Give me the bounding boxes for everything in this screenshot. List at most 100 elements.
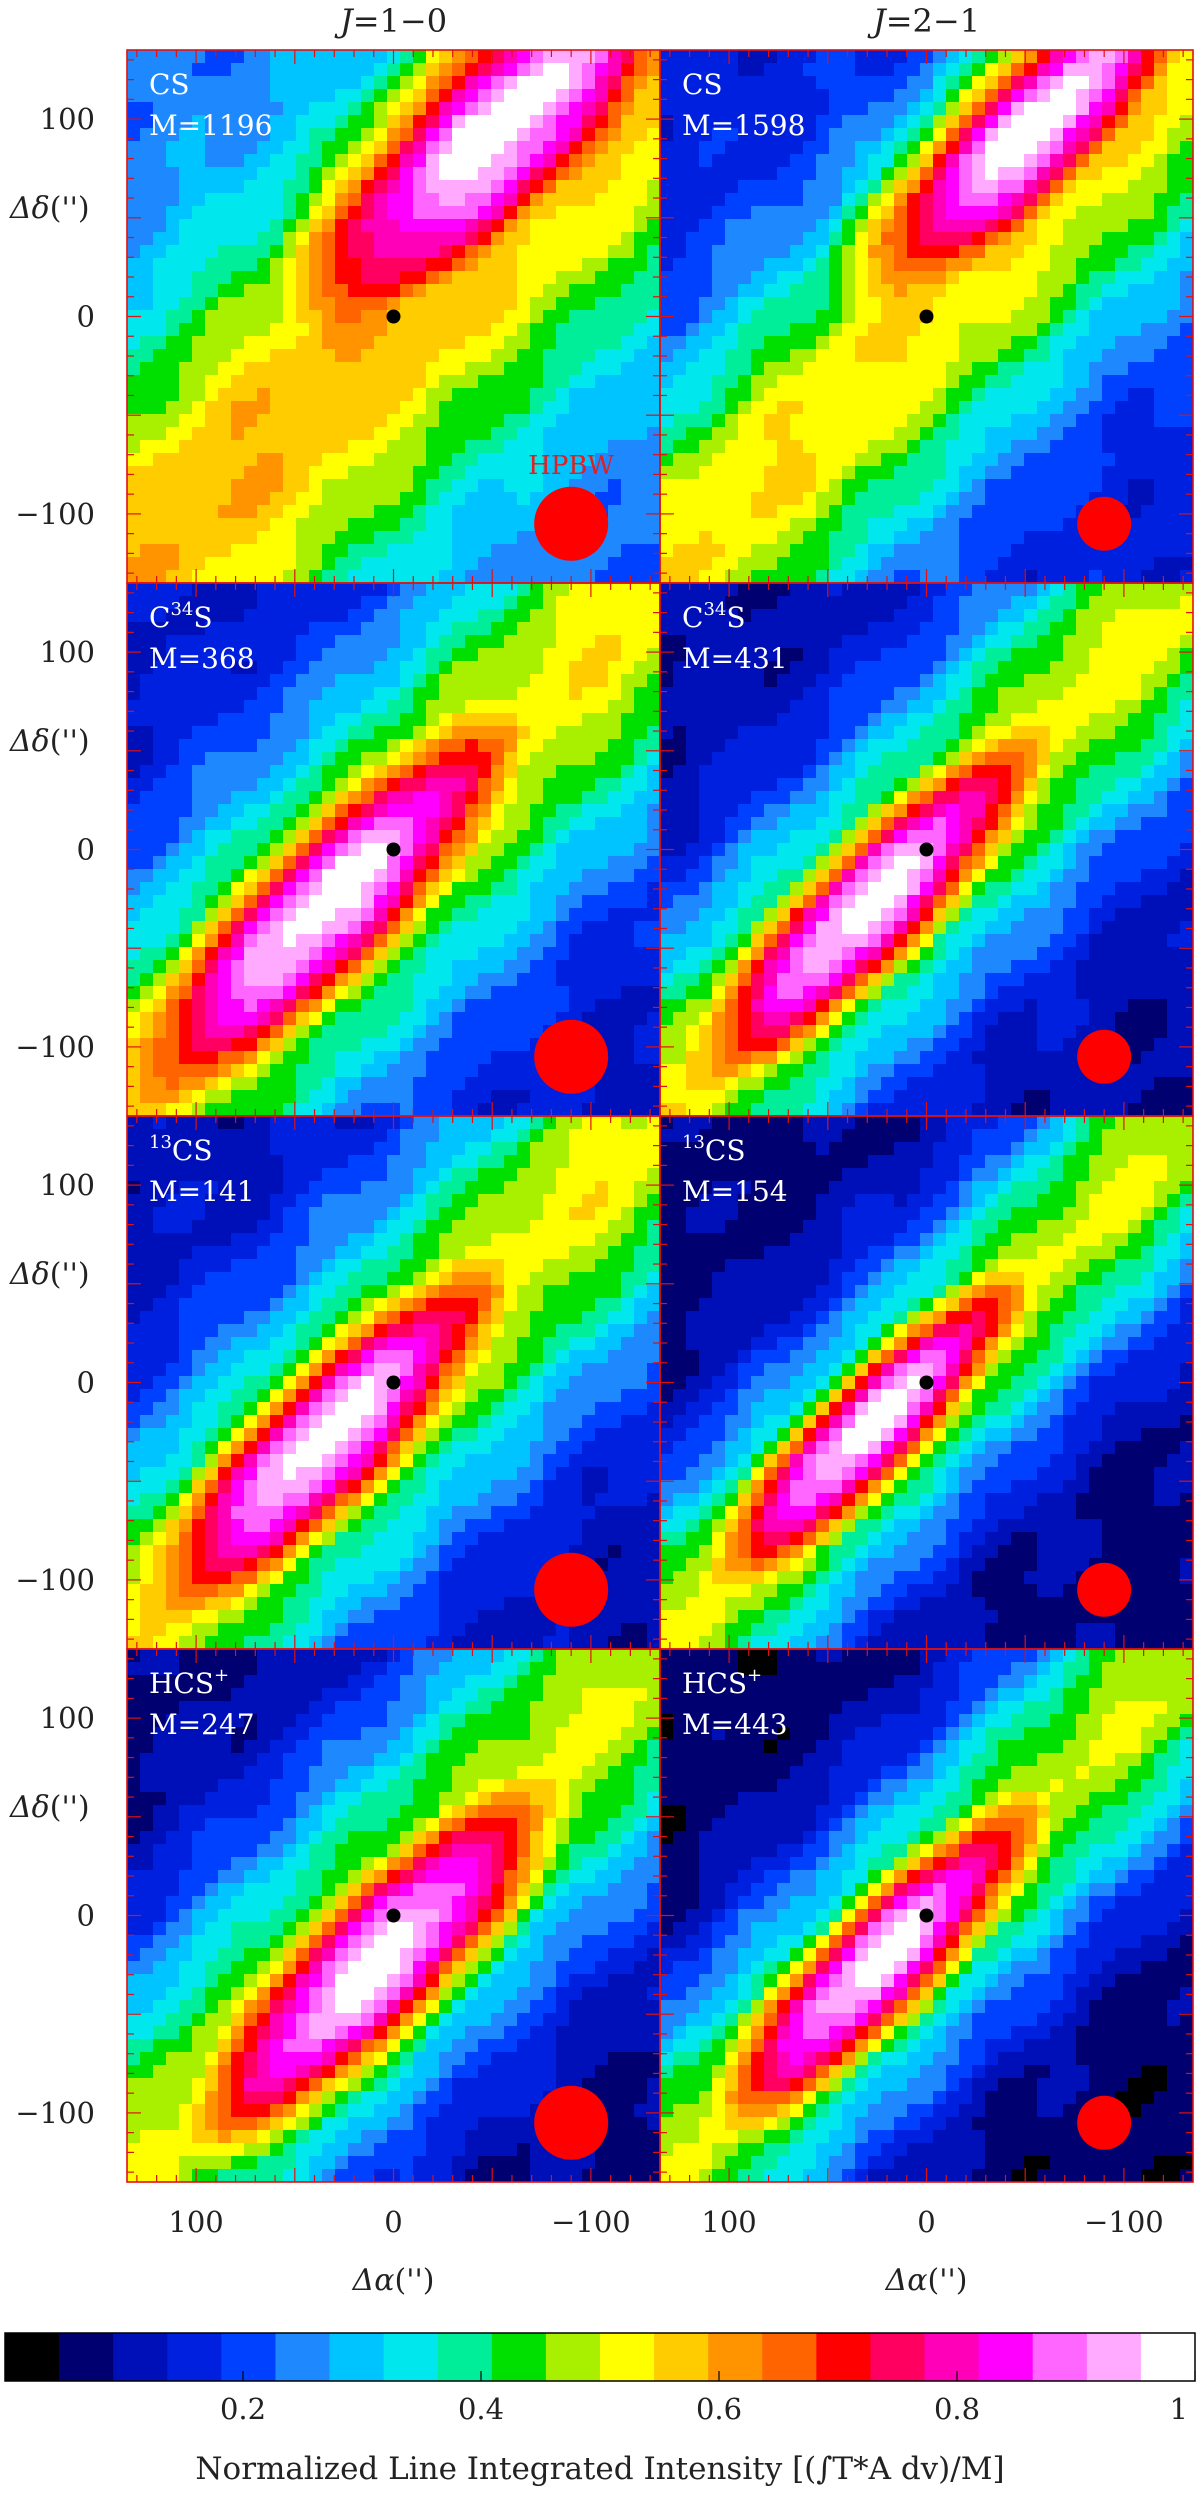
intensity-cell (621, 531, 635, 545)
intensity-cell (205, 206, 219, 220)
intensity-cell (218, 700, 232, 714)
intensity-cell (855, 388, 869, 402)
intensity-cell (686, 232, 700, 246)
intensity-cell (452, 206, 466, 220)
intensity-cell (595, 609, 609, 623)
intensity-cell (959, 76, 973, 90)
intensity-cell (296, 713, 310, 727)
intensity-cell (1076, 310, 1090, 324)
intensity-cell (621, 518, 635, 532)
intensity-cell (439, 765, 453, 779)
intensity-cell (712, 271, 726, 285)
intensity-cell (595, 726, 609, 740)
intensity-cell (608, 583, 622, 597)
intensity-cell (1115, 310, 1129, 324)
intensity-cell (582, 661, 596, 675)
intensity-cell (270, 63, 284, 77)
intensity-cell (725, 76, 739, 90)
intensity-cell (374, 869, 388, 883)
intensity-cell (1167, 505, 1181, 519)
intensity-cell (439, 752, 453, 766)
intensity-cell (881, 271, 895, 285)
intensity-cell (1167, 206, 1181, 220)
intensity-cell (530, 115, 544, 129)
intensity-cell (569, 388, 583, 402)
intensity-cell (712, 427, 726, 441)
intensity-cell (478, 232, 492, 246)
intensity-cell (1154, 440, 1168, 454)
intensity-cell (1154, 284, 1168, 298)
intensity-cell (465, 1012, 479, 1026)
intensity-cell (283, 609, 297, 623)
intensity-cell (439, 687, 453, 701)
intensity-cell (192, 271, 206, 285)
intensity-cell (179, 570, 193, 583)
intensity-cell (1154, 128, 1168, 142)
intensity-cell (348, 505, 362, 519)
intensity-cell (621, 661, 635, 675)
intensity-cell (725, 63, 739, 77)
intensity-cell (621, 453, 635, 467)
intensity-cell (517, 492, 531, 506)
intensity-cell (621, 219, 635, 233)
intensity-cell (465, 921, 479, 935)
intensity-cell (153, 687, 167, 701)
intensity-cell (452, 1051, 466, 1065)
intensity-cell (894, 362, 908, 376)
intensity-cell (153, 258, 167, 272)
intensity-cell (478, 986, 492, 1000)
intensity-cell (855, 89, 869, 103)
intensity-cell (647, 89, 660, 103)
intensity-cell (842, 219, 856, 233)
intensity-cell (153, 154, 167, 168)
intensity-cell (1024, 232, 1038, 246)
intensity-cell (504, 973, 518, 987)
intensity-cell (751, 401, 765, 415)
intensity-cell (296, 479, 310, 493)
intensity-cell (1076, 206, 1090, 220)
intensity-cell (309, 986, 323, 1000)
intensity-cell (829, 323, 843, 337)
intensity-cell (595, 635, 609, 649)
intensity-cell (270, 687, 284, 701)
intensity-cell (166, 830, 180, 844)
intensity-cell (985, 414, 999, 428)
intensity-cell (439, 453, 453, 467)
intensity-cell (595, 895, 609, 909)
intensity-cell (205, 1012, 219, 1026)
intensity-cell (842, 401, 856, 415)
intensity-cell (530, 856, 544, 870)
intensity-cell (309, 700, 323, 714)
intensity-cell (179, 427, 193, 441)
intensity-cell (374, 687, 388, 701)
intensity-cell (374, 245, 388, 259)
intensity-cell (270, 856, 284, 870)
intensity-cell (608, 349, 622, 363)
intensity-cell (1154, 544, 1168, 558)
intensity-cell (647, 557, 660, 571)
intensity-cell (465, 76, 479, 90)
intensity-cell (504, 1038, 518, 1052)
intensity-cell (270, 1064, 284, 1078)
intensity-cell (465, 635, 479, 649)
intensity-cell (400, 50, 414, 64)
intensity-cell (907, 505, 921, 519)
intensity-cell (1011, 297, 1025, 311)
intensity-cell (127, 401, 141, 415)
intensity-cell (257, 479, 271, 493)
intensity-cell (166, 50, 180, 64)
intensity-cell (231, 895, 245, 909)
intensity-cell (608, 908, 622, 922)
intensity-cell (270, 843, 284, 857)
intensity-cell (855, 271, 869, 285)
intensity-cell (179, 375, 193, 389)
intensity-cell (621, 154, 635, 168)
intensity-cell (803, 362, 817, 376)
intensity-cell (244, 791, 258, 805)
intensity-cell (296, 271, 310, 285)
intensity-cell (1154, 89, 1168, 103)
intensity-cell (894, 531, 908, 545)
intensity-cell (153, 739, 167, 753)
intensity-cell (478, 830, 492, 844)
intensity-cell (140, 1025, 154, 1039)
